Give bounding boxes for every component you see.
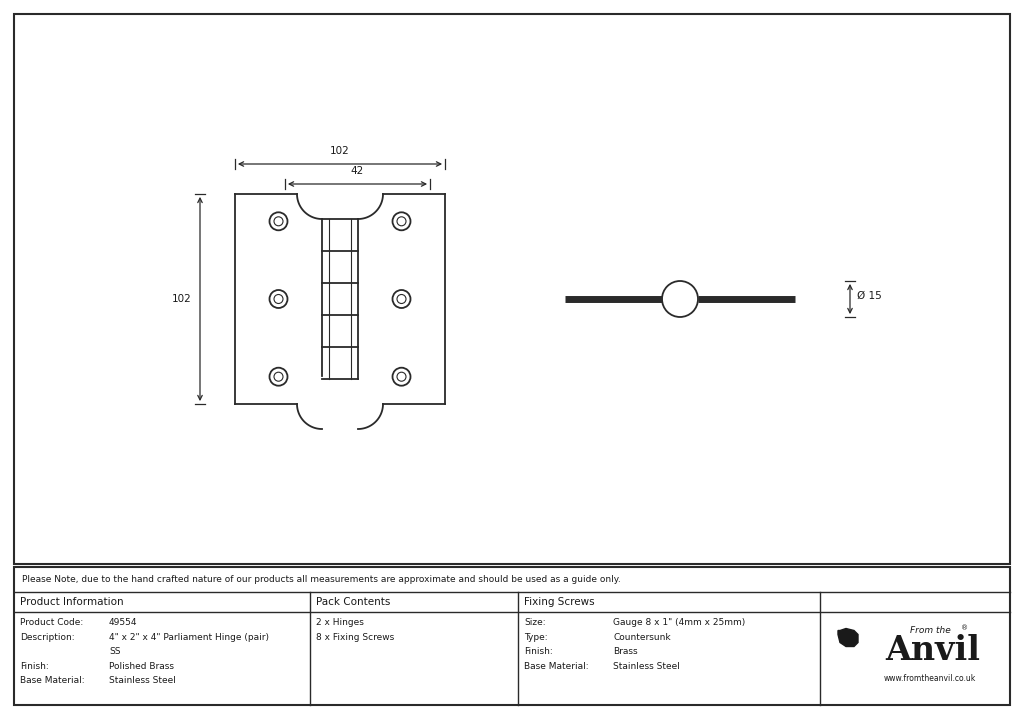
Text: 2 x Hinges: 2 x Hinges xyxy=(316,618,364,628)
Text: SS: SS xyxy=(109,647,121,656)
Text: www.fromtheanvil.co.uk: www.fromtheanvil.co.uk xyxy=(884,674,976,683)
Text: Description:: Description: xyxy=(20,633,75,642)
Text: Stainless Steel: Stainless Steel xyxy=(613,662,680,671)
Text: Base Material:: Base Material: xyxy=(524,662,589,671)
Text: Product Information: Product Information xyxy=(20,597,124,607)
Text: From the: From the xyxy=(909,626,950,635)
Text: Countersunk: Countersunk xyxy=(613,633,671,642)
Text: 49554: 49554 xyxy=(109,618,137,628)
Text: 42: 42 xyxy=(351,166,365,176)
Text: 102: 102 xyxy=(330,146,350,156)
Text: Anvil: Anvil xyxy=(886,634,981,667)
Text: Brass: Brass xyxy=(613,647,638,656)
Text: Size:: Size: xyxy=(524,618,546,628)
Text: Finish:: Finish: xyxy=(524,647,553,656)
Text: Product Code:: Product Code: xyxy=(20,618,83,628)
Text: ®: ® xyxy=(962,626,969,631)
Bar xyxy=(14,14,1010,564)
Text: Stainless Steel: Stainless Steel xyxy=(109,677,176,685)
Text: Fixing Screws: Fixing Screws xyxy=(524,597,595,607)
Bar xyxy=(14,567,1010,705)
Text: Please Note, due to the hand crafted nature of our products all measurements are: Please Note, due to the hand crafted nat… xyxy=(22,575,621,584)
Polygon shape xyxy=(838,628,858,646)
Text: Ø 15: Ø 15 xyxy=(857,291,882,301)
Text: 8 x Fixing Screws: 8 x Fixing Screws xyxy=(316,633,394,642)
Text: Polished Brass: Polished Brass xyxy=(109,662,174,671)
Text: Gauge 8 x 1" (4mm x 25mm): Gauge 8 x 1" (4mm x 25mm) xyxy=(613,618,745,628)
Text: Base Material:: Base Material: xyxy=(20,677,85,685)
Text: Finish:: Finish: xyxy=(20,662,49,671)
Text: Type:: Type: xyxy=(524,633,548,642)
Text: Pack Contents: Pack Contents xyxy=(316,597,390,607)
Text: 102: 102 xyxy=(172,294,193,304)
Text: 4" x 2" x 4" Parliament Hinge (pair): 4" x 2" x 4" Parliament Hinge (pair) xyxy=(109,633,269,642)
